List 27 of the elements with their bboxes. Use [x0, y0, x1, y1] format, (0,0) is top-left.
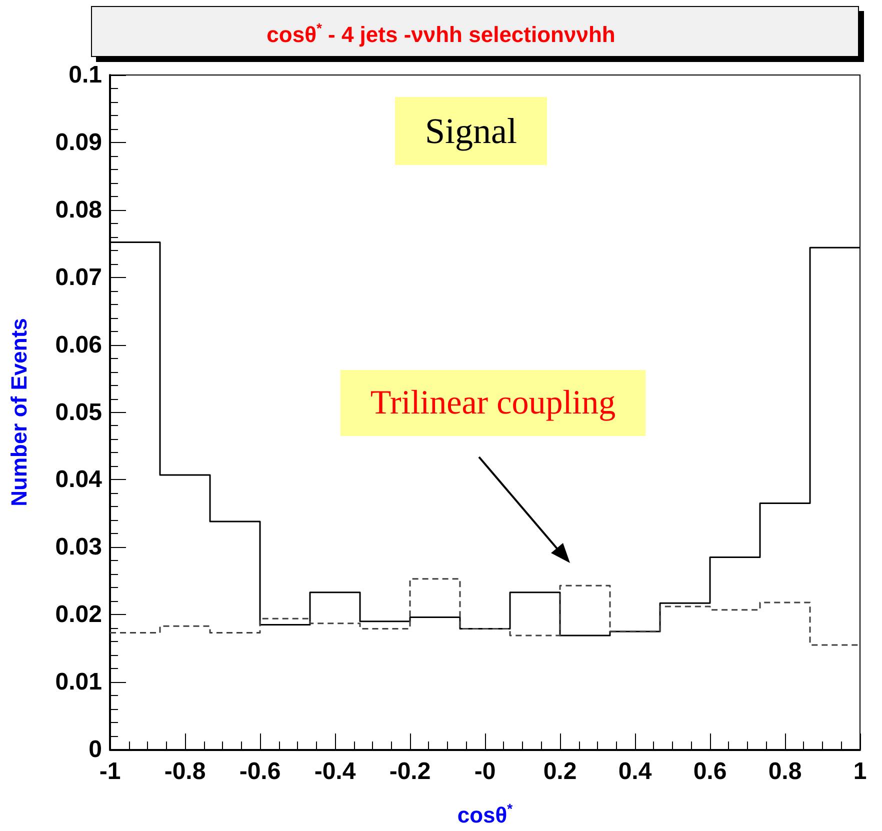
x-tick-label: 0.4: [618, 758, 652, 785]
y-tick-label: 0.04: [55, 466, 103, 494]
y-tick-label: 0.09: [55, 128, 102, 156]
y-tick-label: 0.08: [55, 196, 102, 224]
x-tick-label: -0.8: [164, 758, 206, 785]
x-tick-label: 0.6: [693, 758, 727, 785]
y-tick-label: 0.1: [68, 62, 102, 88]
x-tick-label: -0.2: [389, 758, 431, 785]
y-axis-title: Number of Events: [6, 318, 32, 506]
x-tick-label: 1: [853, 758, 867, 785]
x-tick-label: -0: [474, 758, 496, 785]
x-axis-title: cosθ*: [457, 800, 514, 828]
y-tick-label: 0.03: [55, 534, 102, 561]
y-tick-label: 0.02: [55, 601, 102, 628]
x-tick-label: -0.6: [239, 758, 281, 785]
y-tick-label: 0: [88, 736, 102, 763]
y-tick-label: 0.07: [55, 264, 102, 291]
chart-title: cosθ* - 4 jets -ννhh selectionννhh: [266, 20, 616, 47]
x-tick-label: 0.8: [768, 758, 802, 785]
x-tick-label: -1: [99, 758, 121, 785]
annotation: Trilinear coupling: [370, 384, 616, 422]
x-tick-label: -0.4: [314, 758, 356, 785]
y-tick-label: 0.05: [55, 398, 102, 426]
y-tick-label: 0.01: [55, 668, 102, 696]
x-tick-label: 0.2: [543, 758, 577, 785]
y-tick-label: 0.06: [55, 331, 102, 358]
annotation: Signal: [424, 111, 518, 151]
